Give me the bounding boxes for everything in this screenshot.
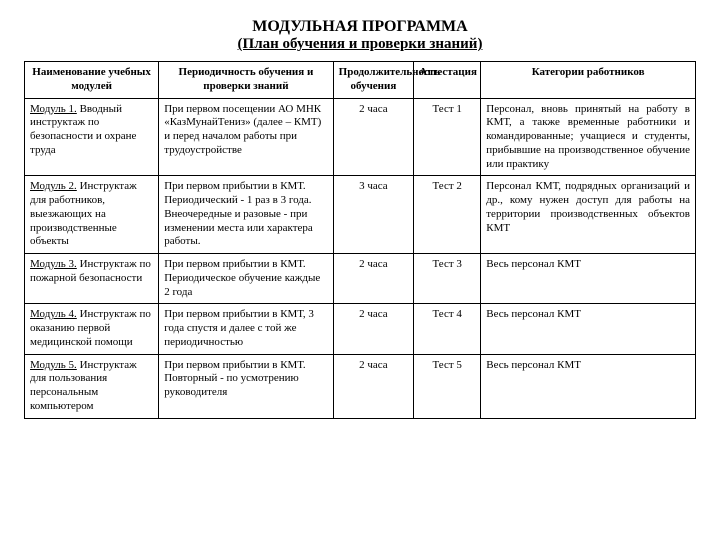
cell-category: Весь персонал КМТ	[481, 354, 696, 418]
cell-attestation: Тест 1	[414, 98, 481, 176]
module-label: Модуль 1.	[30, 103, 77, 115]
header-duration: Продолжительность обучения	[333, 62, 414, 99]
cell-module: Модуль 4. Инструктаж по оказанию первой …	[25, 304, 159, 354]
cell-duration: 2 часа	[333, 254, 414, 304]
table-row: Модуль 3. Инструктаж по пожарной безопас…	[25, 254, 696, 304]
cell-category: Персонал КМТ, подрядных организаций и др…	[481, 176, 696, 254]
module-label: Модуль 2.	[30, 180, 77, 192]
header-attestation: Аттестация	[414, 62, 481, 99]
module-label: Модуль 5.	[30, 359, 77, 371]
page-subtitle: (План обучения и проверки знаний)	[24, 36, 696, 53]
page-title: МОДУЛЬНАЯ ПРОГРАММА	[24, 18, 696, 36]
table-header-row: Наименование учебных модулей Периодичнос…	[25, 62, 696, 99]
cell-period: При первом прибытии в КМТ. Периодический…	[159, 176, 333, 254]
cell-duration: 2 часа	[333, 304, 414, 354]
module-label: Модуль 3.	[30, 258, 77, 270]
header-modules: Наименование учебных модулей	[25, 62, 159, 99]
cell-module: Модуль 5. Инструктаж для пользования пер…	[25, 354, 159, 418]
cell-attestation: Тест 3	[414, 254, 481, 304]
table-row: Модуль 5. Инструктаж для пользования пер…	[25, 354, 696, 418]
cell-module: Модуль 3. Инструктаж по пожарной безопас…	[25, 254, 159, 304]
cell-period: При первом прибытии в КМТ. Повторный - п…	[159, 354, 333, 418]
header-categories: Категории работников	[481, 62, 696, 99]
cell-duration: 3 часа	[333, 176, 414, 254]
modules-table: Наименование учебных модулей Периодичнос…	[24, 61, 696, 419]
cell-attestation: Тест 4	[414, 304, 481, 354]
cell-attestation: Тест 5	[414, 354, 481, 418]
cell-period: При первом прибытии в КМТ. Периодическое…	[159, 254, 333, 304]
table-row: Модуль 2. Инструктаж для работников, вые…	[25, 176, 696, 254]
table-row: Модуль 1. Вводный инструктаж по безопасн…	[25, 98, 696, 176]
table-row: Модуль 4. Инструктаж по оказанию первой …	[25, 304, 696, 354]
cell-period: При первом посещении АО МНК «КазМунайТен…	[159, 98, 333, 176]
cell-module: Модуль 1. Вводный инструктаж по безопасн…	[25, 98, 159, 176]
cell-duration: 2 часа	[333, 98, 414, 176]
module-label: Модуль 4.	[30, 308, 77, 320]
cell-category: Весь персонал КМТ	[481, 304, 696, 354]
cell-period: При первом прибытии в КМТ, 3 года спустя…	[159, 304, 333, 354]
cell-category: Персонал, вновь принятый на работу в КМТ…	[481, 98, 696, 176]
header-period: Периодичность обучения и проверки знаний	[159, 62, 333, 99]
cell-attestation: Тест 2	[414, 176, 481, 254]
cell-module: Модуль 2. Инструктаж для работников, вые…	[25, 176, 159, 254]
cell-duration: 2 часа	[333, 354, 414, 418]
cell-category: Весь персонал КМТ	[481, 254, 696, 304]
